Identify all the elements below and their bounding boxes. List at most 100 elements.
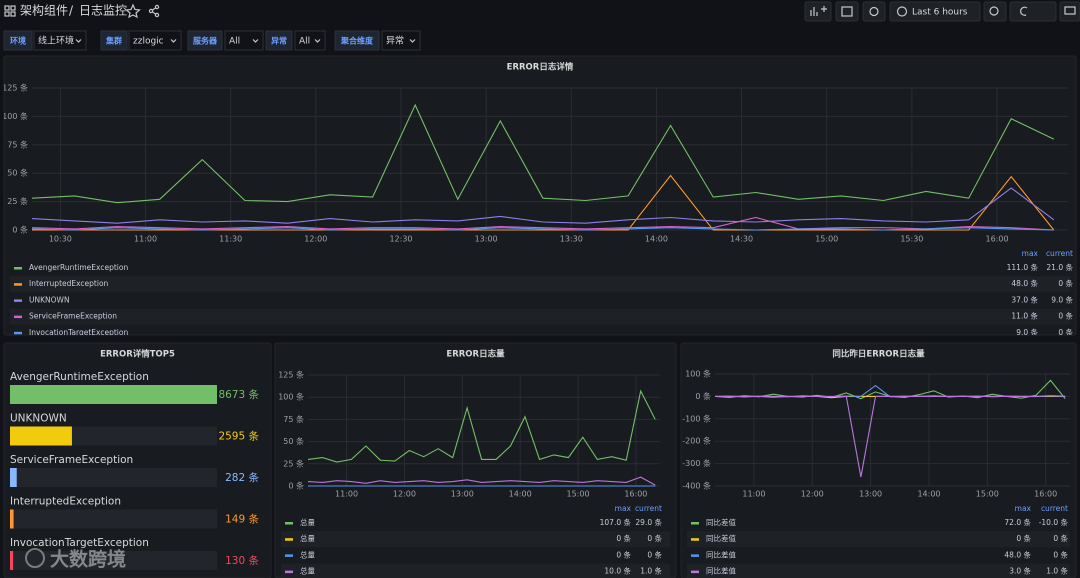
variable-select[interactable]: [294, 30, 326, 51]
legend-swatch[interactable]: [691, 522, 699, 525]
legend-swatch[interactable]: [14, 267, 22, 270]
legend-swatch[interactable]: [285, 538, 293, 541]
legend-column-header: current: [1046, 249, 1073, 258]
variable-value[interactable]: 线上环境: [38, 35, 74, 47]
legend-label[interactable]: AvengerRuntimeException: [29, 263, 128, 272]
variable-value[interactable]: All: [229, 37, 240, 47]
watermark-logo: [25, 548, 45, 568]
gauge-track: [10, 468, 217, 487]
refresh-button[interactable]: [1009, 1, 1057, 22]
y-tick-label: 50 条: [283, 436, 304, 446]
variable-label: 服务器: [193, 36, 218, 46]
legend-row-stripe: [10, 308, 1070, 325]
legend-max: 72.0 条: [1004, 517, 1031, 527]
y-tick-label: 100 条: [685, 369, 711, 379]
apps-icon[interactable]: [4, 5, 16, 17]
gauge-bar: [10, 509, 14, 529]
legend-label[interactable]: UNKNOWN: [29, 295, 70, 304]
panel: [680, 342, 1077, 578]
legend-current: 21.0 条: [1046, 262, 1073, 272]
variable-label-box: [187, 30, 223, 51]
variable-select[interactable]: [33, 30, 87, 51]
legend-label[interactable]: 同比差值: [706, 517, 736, 527]
legend-label[interactable]: 总量: [300, 566, 315, 576]
y-tick-label: 25 条: [7, 196, 28, 206]
x-tick-label: 14:00: [509, 490, 532, 499]
legend-swatch[interactable]: [691, 570, 699, 574]
caret-icon: [252, 39, 259, 43]
zoom-icon: [989, 6, 999, 16]
legend-label[interactable]: 同比差值: [706, 566, 736, 576]
y-tick-label: -200 条: [682, 436, 711, 446]
panel-content: ERROR日志量 0 条 25 条 50 条 75 条 100 条 125 条 11:00 12…: [278, 349, 670, 578]
legend-label[interactable]: InterruptedException: [29, 279, 109, 288]
legend-label[interactable]: 总量: [300, 517, 315, 527]
panel-title: ERROR日志量: [446, 349, 505, 360]
legend-label[interactable]: 同比差值: [706, 549, 736, 559]
legend-max: 0 条: [616, 533, 631, 543]
share-button[interactable]: [148, 4, 160, 18]
y-tick-label: 100 条: [2, 111, 28, 121]
y-tick-label: 0 条: [695, 391, 711, 401]
legend-swatch[interactable]: [14, 283, 22, 286]
legend-max: 48.0 条: [1011, 278, 1038, 288]
variable-select[interactable]: [128, 30, 182, 51]
legend-label[interactable]: 总量: [300, 533, 315, 543]
gauge-track: [10, 509, 217, 529]
legend-swatch[interactable]: [285, 554, 293, 557]
dashboard-title: 日志监控: [79, 4, 127, 18]
gauge-label: AvengerRuntimeException: [10, 371, 149, 383]
y-tick-label: 75 条: [7, 139, 28, 149]
legend-column-header: max: [1015, 504, 1032, 513]
legend-label[interactable]: 同比差值: [706, 533, 736, 543]
time-picker[interactable]: [889, 1, 981, 22]
folder-link[interactable]: 架构组件: [20, 3, 68, 18]
legend-current: 1.0 条: [640, 566, 662, 576]
legend-label[interactable]: ServiceFrameException: [29, 312, 117, 321]
legend-swatch[interactable]: [691, 554, 699, 557]
legend-swatch[interactable]: [691, 538, 699, 541]
y-tick-label: 100 条: [278, 392, 304, 402]
y-tick-label: 50 条: [7, 168, 28, 178]
time-range-label[interactable]: Last 6 hours: [912, 8, 968, 18]
save-button[interactable]: [835, 1, 859, 22]
variable-label-box: [265, 30, 293, 51]
legend-row-stripe: [687, 531, 1070, 548]
variables-bar: 环境 线上环境 集群 zzlogic 服务器 All 异常 All 聚合维度 异常: [3, 30, 421, 51]
legend-swatch[interactable]: [14, 299, 22, 302]
star-button[interactable]: [125, 3, 141, 19]
gauge-bar: [10, 468, 17, 487]
legend-max: 11.0 条: [1011, 311, 1038, 321]
variable-value[interactable]: zzlogic: [133, 37, 164, 47]
legend-swatch[interactable]: [285, 570, 293, 574]
panel-content: ERROR日志详情 0 条 25 条 50 条 75 条 100 条 125 条 10:30 1…: [2, 62, 1073, 337]
legend-max: 9.0 条: [1016, 327, 1038, 337]
legend-label[interactable]: 总量: [300, 549, 315, 559]
variable-select[interactable]: [224, 30, 264, 51]
variable-select[interactable]: [381, 30, 421, 51]
zoom-out-button[interactable]: [983, 1, 1007, 22]
y-tick-label: 0 条: [288, 481, 304, 491]
legend-swatch[interactable]: [14, 331, 22, 335]
legend-swatch[interactable]: [285, 522, 293, 525]
panel-title: ERROR详情TOP5: [100, 349, 175, 360]
x-tick-label: 14:00: [645, 235, 668, 244]
series-line: [31, 227, 1054, 231]
series-line: [31, 103, 1055, 204]
variable-value[interactable]: 异常: [386, 35, 404, 47]
x-tick-label: 14:00: [917, 490, 940, 499]
settings-button[interactable]: [862, 1, 886, 22]
legend-swatch[interactable]: [14, 315, 22, 319]
legend-current: 9.0 条: [1051, 294, 1073, 304]
gauge-value: 8673 条: [218, 388, 259, 401]
variable-value[interactable]: All: [299, 37, 310, 47]
gauge-bar: [10, 426, 72, 446]
tv-mode-button[interactable]: [1059, 1, 1080, 22]
variable-label-box: [334, 30, 380, 51]
legend-current: -10.0 条: [1039, 517, 1069, 527]
legend-label[interactable]: InvocationTargetException: [29, 328, 128, 337]
legend-row-stripe: [281, 531, 670, 548]
legend-max: 3.0 条: [1009, 566, 1031, 576]
panel: [3, 55, 1077, 336]
add-panel-button[interactable]: [804, 1, 832, 22]
